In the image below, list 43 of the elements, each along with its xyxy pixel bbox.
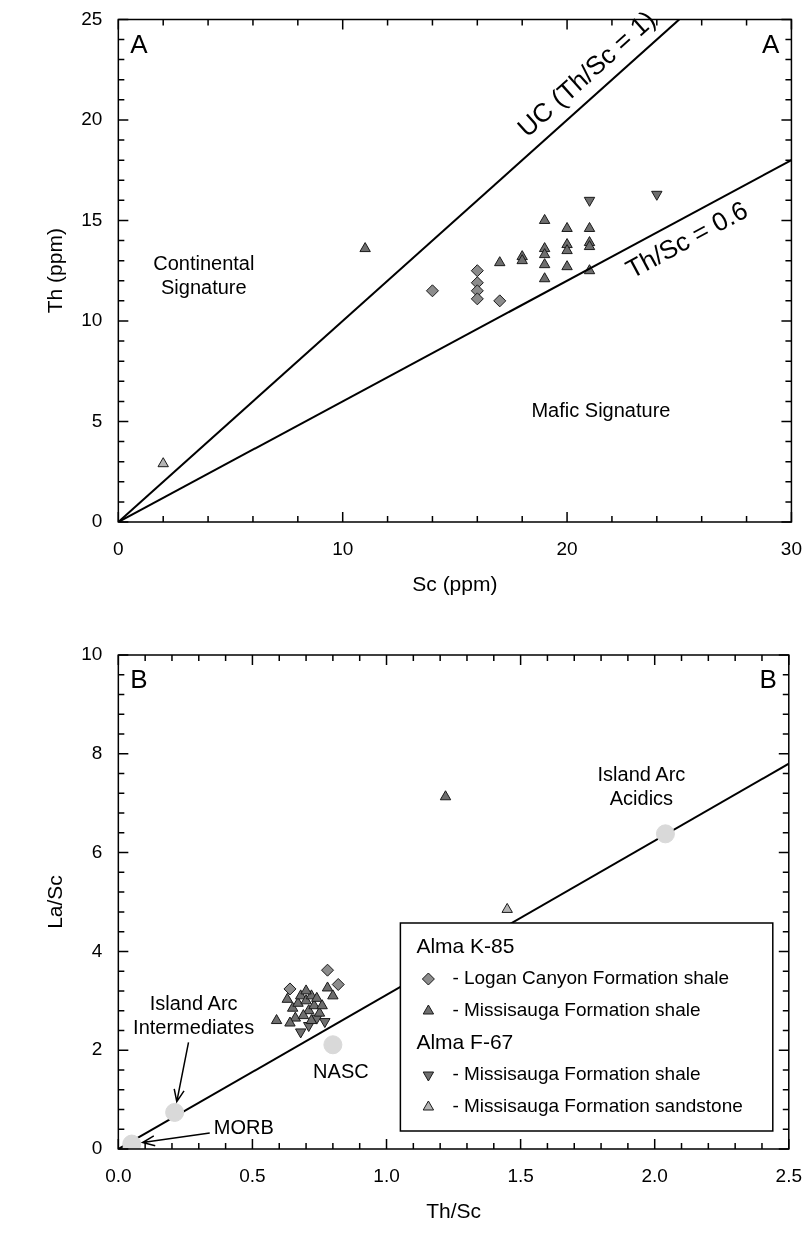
annotation: Mafic Signature (531, 398, 671, 421)
text: Island Arc Intermediates (133, 991, 255, 1038)
y-tick-label: 8 (91, 742, 103, 764)
x-tick-label: 2.0 (641, 1164, 668, 1186)
x-tick-label: 20 (556, 537, 578, 559)
y-tick-label: 6 (91, 840, 103, 862)
annotation: B (759, 664, 777, 695)
legend-label: - Missisauga Formation shale (452, 1063, 701, 1085)
x-axis-title: Sc (ppm) (412, 572, 498, 596)
x-tick-label: 30 (780, 537, 802, 559)
x-tick-label: 1.0 (373, 1164, 400, 1186)
x-tick-label: 0.5 (239, 1164, 266, 1186)
annotation: Continental Signature (153, 252, 255, 299)
y-tick-label: 0 (91, 510, 103, 532)
annotation: A (762, 28, 781, 59)
x-tick-label: 10 (332, 537, 354, 559)
y-axis-title: Th (ppm) (43, 228, 67, 314)
text: MORB (213, 1115, 274, 1138)
y-axis-title: La/Sc (43, 875, 67, 929)
y-tick-label: 5 (91, 409, 103, 431)
y-tick-label: 15 (81, 208, 103, 230)
annotation: Alma K-85 (416, 933, 515, 957)
y-tick-label: 25 (81, 7, 103, 29)
legend-label: - Logan Canyon Formation shale (452, 967, 730, 989)
legend-label: - Missisauga Formation shale (452, 999, 701, 1021)
x-tick-label: 2.5 (775, 1164, 802, 1186)
y-tick-label: 0 (91, 1137, 103, 1159)
x-tick-label: 0 (113, 537, 124, 559)
legend-label: - Missisauga Formation sandstone (452, 1095, 743, 1117)
y-tick-label: 4 (91, 939, 103, 961)
y-tick-label: 2 (91, 1038, 103, 1060)
annotation: Alma F-67 (416, 1029, 514, 1053)
series-label: NASC (313, 1060, 369, 1083)
x-tick-label: 0.0 (105, 1164, 132, 1186)
annotation: A (130, 28, 149, 59)
annotation: B (130, 664, 148, 695)
y-tick-label: 20 (81, 108, 103, 130)
y-tick-label: 10 (81, 309, 103, 331)
y-tick-label: 10 (81, 643, 103, 665)
x-axis-title: Th/Sc (426, 1199, 481, 1223)
series-label: Island Arc Acidics (597, 763, 686, 810)
x-tick-label: 1.5 (507, 1164, 534, 1186)
legend-label: Th/Sc = 0.6 (620, 194, 753, 285)
